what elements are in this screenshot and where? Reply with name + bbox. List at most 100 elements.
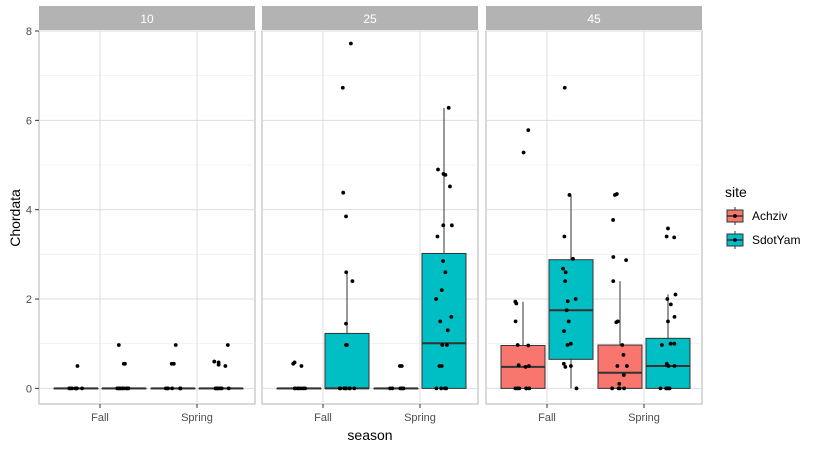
data-point <box>347 386 352 391</box>
facet-strip-label: 10 <box>140 12 154 26</box>
data-point <box>445 328 450 333</box>
data-point <box>437 364 442 368</box>
data-point <box>340 85 345 90</box>
facet-panel: 10 <box>38 6 256 405</box>
data-point <box>615 364 620 368</box>
data-point <box>672 235 677 240</box>
data-point <box>621 352 626 357</box>
data-point <box>216 386 221 391</box>
legend-label: Achziv <box>752 209 787 223</box>
data-point <box>672 314 677 319</box>
data-point <box>446 105 451 110</box>
box <box>548 85 594 391</box>
legend-key-point <box>733 238 737 242</box>
data-point <box>398 364 402 368</box>
data-point <box>561 266 565 271</box>
data-point <box>624 258 628 263</box>
panel-border <box>38 30 256 405</box>
data-point <box>166 386 170 391</box>
data-point <box>521 150 526 155</box>
data-point <box>573 297 578 301</box>
data-point <box>445 343 449 347</box>
legend-label: SdotYam <box>752 233 800 247</box>
data-point <box>668 341 673 346</box>
data-point <box>350 279 355 284</box>
data-point <box>666 226 670 231</box>
data-point <box>292 386 297 391</box>
data-point <box>344 214 348 219</box>
data-point <box>611 218 615 222</box>
box <box>500 128 546 391</box>
data-point <box>563 279 568 284</box>
y-axis-title: Chordata <box>7 189 23 247</box>
data-point <box>620 343 625 347</box>
data-point <box>171 361 176 366</box>
data-point <box>672 341 677 346</box>
data-point <box>448 184 452 189</box>
box <box>150 343 196 391</box>
data-point <box>526 128 531 133</box>
data-point <box>515 386 520 391</box>
x-tick-label: Spring <box>404 412 436 424</box>
data-point <box>611 255 616 259</box>
data-point <box>170 386 175 391</box>
data-point <box>562 329 566 334</box>
data-point <box>442 386 447 391</box>
data-point <box>621 373 626 377</box>
legend-key: Achziv <box>725 206 787 226</box>
data-point <box>292 360 297 365</box>
facet-panel: 25 <box>261 6 479 405</box>
data-point <box>574 386 579 391</box>
data-point <box>121 361 126 366</box>
data-point <box>515 343 520 347</box>
data-point <box>434 386 439 391</box>
data-point <box>390 386 395 391</box>
data-point <box>441 223 446 228</box>
data-point <box>562 85 567 90</box>
data-point <box>438 319 443 324</box>
data-point <box>524 386 529 391</box>
data-point <box>70 386 74 391</box>
y-tick-label: 4 <box>26 205 32 217</box>
data-point <box>345 343 349 347</box>
data-point <box>434 297 439 301</box>
data-point <box>563 365 568 369</box>
y-tick-label: 0 <box>26 383 32 395</box>
data-point <box>342 386 347 391</box>
data-point <box>178 386 183 391</box>
data-point <box>527 364 531 368</box>
data-point <box>567 193 572 197</box>
data-point <box>435 234 440 239</box>
data-point <box>513 299 518 304</box>
box <box>276 360 322 391</box>
box <box>53 364 99 391</box>
data-point <box>225 343 230 347</box>
data-point <box>513 319 518 324</box>
data-point <box>616 386 621 391</box>
box <box>645 226 691 391</box>
data-point <box>116 343 121 347</box>
data-point <box>571 256 575 261</box>
data-point <box>672 364 677 368</box>
box <box>101 343 147 391</box>
data-point <box>74 386 79 391</box>
data-point <box>441 172 446 176</box>
data-point <box>344 270 349 275</box>
data-point <box>527 386 532 391</box>
legend-key-point <box>733 214 737 218</box>
data-point <box>562 234 567 239</box>
y-tick-label: 8 <box>26 26 32 38</box>
data-point <box>622 386 627 391</box>
legend-title: site <box>725 184 747 200</box>
data-point <box>436 167 440 172</box>
data-point <box>449 314 454 319</box>
box-body <box>324 332 370 389</box>
data-point <box>440 343 445 347</box>
data-point <box>219 386 224 391</box>
data-point <box>565 343 570 347</box>
data-point <box>664 234 669 239</box>
data-point <box>664 386 668 391</box>
box <box>597 192 643 391</box>
data-point <box>124 386 129 391</box>
